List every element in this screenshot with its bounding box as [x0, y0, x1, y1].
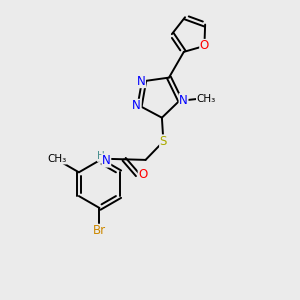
Text: N: N: [132, 99, 141, 112]
Text: CH₃: CH₃: [196, 94, 216, 104]
Text: N: N: [137, 75, 146, 88]
Text: N: N: [179, 94, 188, 107]
Text: N: N: [102, 154, 111, 167]
Text: O: O: [200, 40, 209, 52]
Text: H: H: [98, 151, 105, 161]
Text: O: O: [138, 168, 148, 181]
Text: CH₃: CH₃: [47, 154, 67, 164]
Text: Br: Br: [93, 224, 106, 237]
Text: S: S: [160, 135, 167, 148]
